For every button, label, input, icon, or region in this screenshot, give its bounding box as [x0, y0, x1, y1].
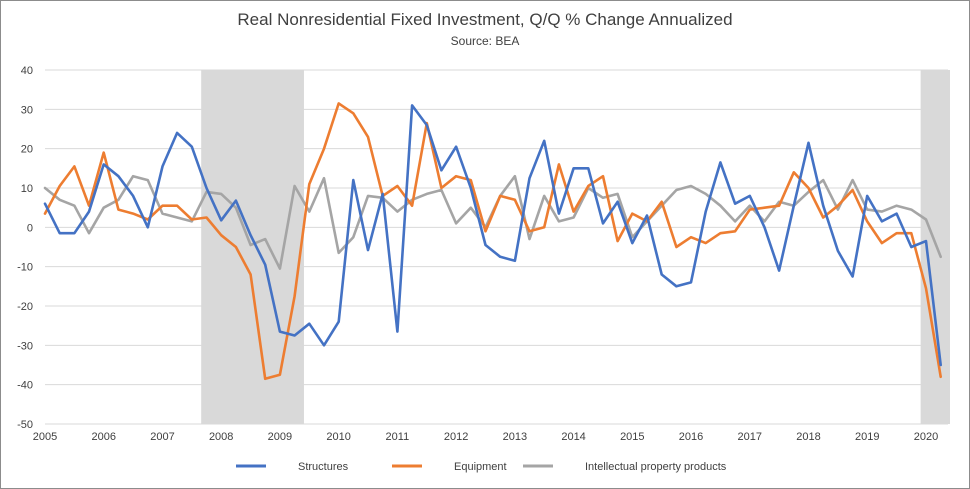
- x-tick-label: 2016: [679, 431, 703, 443]
- x-tick-label: 2019: [855, 431, 879, 443]
- x-tick-label: 2012: [444, 431, 468, 443]
- y-tick-label: -30: [17, 340, 33, 352]
- x-tick-label: 2009: [268, 431, 292, 443]
- x-tick-label: 2008: [209, 431, 233, 443]
- y-tick-label: 40: [21, 65, 33, 77]
- y-tick-label: -40: [17, 380, 33, 392]
- recession-band-1: [201, 70, 304, 424]
- series-lines: [43, 102, 943, 381]
- x-tick-label: 2011: [386, 431, 410, 443]
- series-line-intellectual-property-products: [43, 174, 943, 270]
- series-line-equipment: [43, 102, 943, 381]
- y-tick-label: 10: [21, 183, 33, 195]
- y-tick-label: 20: [21, 144, 33, 156]
- y-tick-label: -10: [17, 262, 33, 274]
- y-tick-label: 0: [27, 222, 33, 234]
- x-tick-label: 2015: [620, 431, 644, 443]
- y-tick-label: 30: [21, 104, 33, 116]
- x-tick-label: 2018: [796, 431, 820, 443]
- chart-subtitle: Source: BEA: [450, 34, 520, 48]
- legend: Structures Equipment Intellectual property…: [236, 461, 727, 473]
- x-tick-label: 2020: [914, 431, 938, 443]
- x-tick-label: 2017: [738, 431, 762, 443]
- x-tick-label: 2010: [326, 431, 350, 443]
- x-tick-label: 2005: [33, 431, 57, 443]
- y-axis-ticks: 40 30 20 10 0 -10 -20 -30 -40 -50: [17, 65, 33, 431]
- y-tick-label: -50: [17, 419, 33, 431]
- x-tick-label: 2014: [561, 431, 585, 443]
- x-tick-label: 2007: [150, 431, 174, 443]
- series-line-structures: [43, 104, 943, 367]
- x-axis-ticks: 2005 2006 2007 2008 2009 2010 2011 2012 2013 2014…: [33, 431, 938, 443]
- x-tick-label: 2013: [503, 431, 527, 443]
- gridlines: [45, 69, 948, 425]
- recession-band-2: [920, 70, 950, 424]
- y-tick-label: -20: [17, 301, 33, 313]
- legend-label: Structures: [298, 461, 349, 473]
- legend-label: Intellectual property products: [585, 461, 727, 473]
- x-tick-label: 2006: [91, 431, 115, 443]
- legend-label: Equipment: [454, 461, 507, 473]
- chart-title: Real Nonresidential Fixed Investment, Q/…: [237, 10, 733, 29]
